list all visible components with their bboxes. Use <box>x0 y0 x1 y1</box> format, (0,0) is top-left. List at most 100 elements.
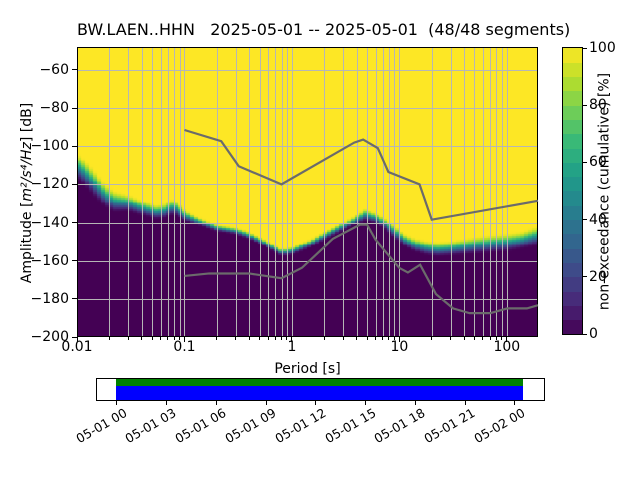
x-tick-label: 10 <box>390 339 409 355</box>
horizontal-gridline <box>78 69 537 71</box>
vertical-gridline <box>367 48 369 336</box>
horizontal-gridline <box>78 184 537 186</box>
vertical-gridline <box>286 48 288 336</box>
vertical-gridline <box>506 48 508 336</box>
colorbar-tick <box>583 161 587 163</box>
x-minor-tick <box>216 337 218 340</box>
vertical-gridline <box>109 48 111 336</box>
timeline-tick <box>414 401 416 405</box>
x-major-tick <box>76 337 78 342</box>
x-minor-tick <box>342 337 344 340</box>
colorbar-tick <box>583 276 587 278</box>
y-tick <box>72 145 77 147</box>
vertical-gridline <box>275 48 277 336</box>
x-minor-tick <box>431 337 433 340</box>
coverage-timeline <box>96 378 545 401</box>
horizontal-gridline <box>78 108 537 110</box>
coverage-data-bar <box>116 386 523 400</box>
colorbar-step <box>563 119 582 135</box>
colorbar-step <box>563 62 582 78</box>
y-tick-label: −100 <box>30 138 69 155</box>
x-minor-tick <box>356 337 358 340</box>
x-minor-tick <box>495 337 497 340</box>
plot-title: BW.LAEN..HHN 2025-05-01 -- 2025-05-01 (4… <box>77 20 571 39</box>
x-minor-tick <box>108 337 110 340</box>
y-axis-label: Amplitude [m²/s⁴/Hz] [dB] <box>19 93 35 293</box>
vertical-gridline <box>464 48 466 336</box>
vertical-gridline <box>268 48 270 336</box>
colorbar-step <box>563 319 582 335</box>
horizontal-gridline <box>78 222 537 224</box>
x-minor-tick <box>366 337 368 340</box>
colorbar-step <box>563 219 582 235</box>
x-tick-label: 1 <box>287 339 297 355</box>
x-minor-tick <box>160 337 162 340</box>
x-minor-tick <box>382 337 384 340</box>
timeline-tick <box>116 401 118 405</box>
x-minor-tick <box>179 337 181 340</box>
vertical-gridline <box>216 48 218 336</box>
vertical-gridline <box>324 48 326 336</box>
vertical-gridline <box>501 48 503 336</box>
x-minor-tick <box>248 337 250 340</box>
timeline-tick <box>315 401 317 405</box>
colorbar-tick-label: 80 <box>589 97 607 114</box>
y-axis-label-prefix: Amplitude [ <box>19 201 35 284</box>
vertical-gridline <box>474 48 476 336</box>
x-tick-label: 0.1 <box>173 339 196 355</box>
y-tick <box>72 69 77 71</box>
colorbar-step <box>563 233 582 249</box>
x-minor-tick <box>151 337 153 340</box>
x-minor-tick <box>323 337 325 340</box>
y-tick <box>72 260 77 262</box>
x-major-tick <box>291 337 293 342</box>
colorbar-step <box>563 191 582 206</box>
x-minor-tick <box>463 337 465 340</box>
x-minor-tick <box>286 337 288 340</box>
x-minor-tick <box>482 337 484 340</box>
vertical-gridline <box>167 48 169 336</box>
x-minor-tick <box>127 337 129 340</box>
colorbar-step <box>563 48 582 63</box>
colorbar-step <box>563 205 582 221</box>
timeline-tick <box>514 401 516 405</box>
vertical-gridline <box>179 48 181 336</box>
y-axis-label-suffix: ] [dB] <box>19 102 35 143</box>
colorbar-step <box>563 291 582 306</box>
colorbar-step <box>563 248 582 263</box>
timeline-tick <box>215 401 217 405</box>
vertical-gridline <box>496 48 498 336</box>
timeline-tick <box>265 401 267 405</box>
ppsd-heatmap-canvas <box>78 48 537 336</box>
y-axis-label-units: m²/s⁴/Hz <box>19 142 35 202</box>
vertical-gridline <box>482 48 484 336</box>
x-minor-tick <box>393 337 395 340</box>
y-tick <box>72 183 77 185</box>
x-minor-tick <box>489 337 491 340</box>
x-minor-tick <box>274 337 276 340</box>
y-tick-label: −80 <box>39 100 69 117</box>
y-tick <box>72 107 77 109</box>
y-tick-label: −120 <box>30 176 69 193</box>
x-major-tick <box>398 337 400 342</box>
vertical-gridline <box>356 48 358 336</box>
horizontal-gridline <box>78 298 537 300</box>
x-minor-tick <box>375 337 377 340</box>
timeline-tick <box>464 401 466 405</box>
colorbar-tick-label: 20 <box>589 268 607 285</box>
vertical-gridline <box>235 48 237 336</box>
vertical-gridline <box>128 48 130 336</box>
colorbar-step <box>563 305 582 321</box>
x-axis-label: Period [s] <box>274 361 341 377</box>
x-minor-tick <box>173 337 175 340</box>
y-tick-label: −60 <box>39 61 69 78</box>
vertical-gridline <box>388 48 390 336</box>
vertical-gridline <box>249 48 251 336</box>
x-minor-tick <box>450 337 452 340</box>
vertical-gridline <box>431 48 433 336</box>
x-major-tick <box>183 337 185 342</box>
y-tick <box>72 336 77 338</box>
x-minor-tick <box>259 337 261 340</box>
x-minor-tick <box>501 337 503 340</box>
vertical-gridline <box>174 48 176 336</box>
